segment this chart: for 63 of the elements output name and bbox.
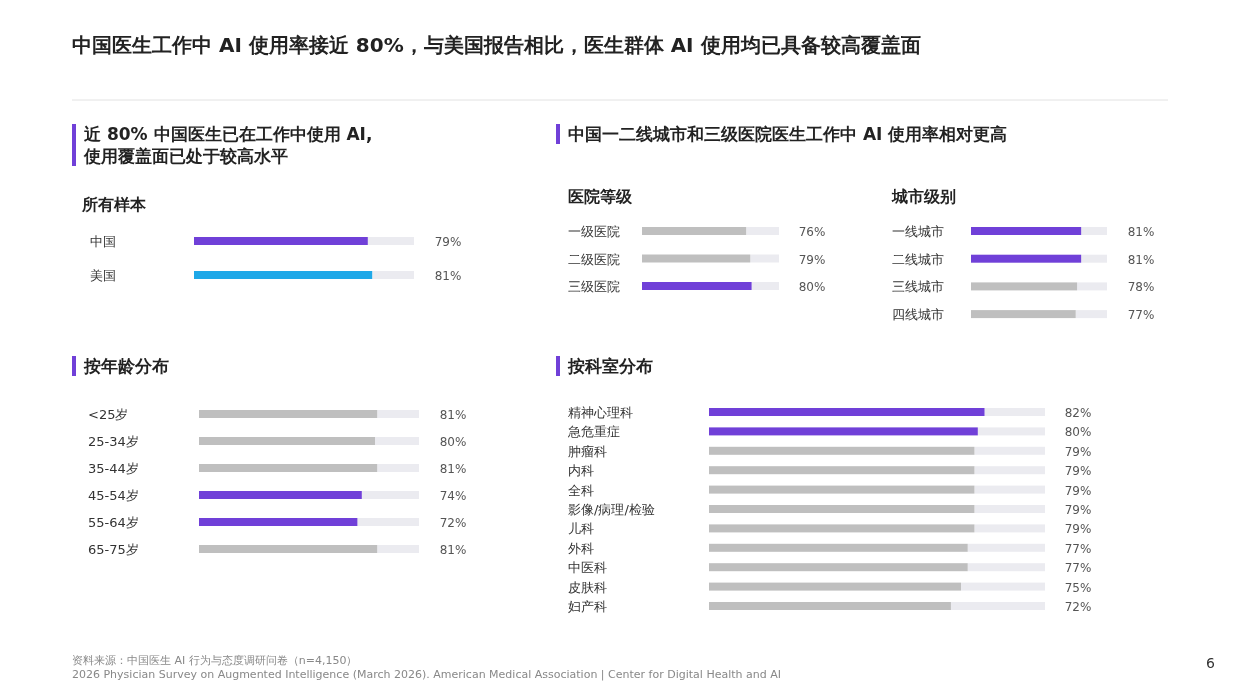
data-label: 77% (1127, 308, 1155, 323)
y-tick-label: 三线城市 (892, 279, 944, 295)
text: 资料来源：中国医生 AI 行为与态度调研问卷（n=4,150） (72, 654, 358, 667)
data-label: 81% (439, 543, 467, 557)
y-tick-label: 皮肤科 (568, 579, 607, 595)
data-label: 78% (1127, 280, 1155, 295)
data-label: 79% (1064, 503, 1092, 517)
data-label: 80% (798, 280, 826, 294)
data-label: 72% (1064, 600, 1092, 614)
y-tick-label: 35-44岁 (88, 461, 139, 476)
text: 中国医生工作中 AI 使用率接近 80%，与美国报告相比，医生群体 AI 使用均已具备较高覆盖面 (72, 33, 921, 57)
text: 6 (1206, 655, 1216, 671)
chart-subtitle: 所有样本 (81, 195, 147, 214)
data-label: 74% (439, 489, 467, 503)
y-tick-label: 儿科 (568, 521, 594, 537)
data-label: 76% (798, 225, 826, 239)
data-label: 79% (1064, 464, 1092, 479)
chart-title: 按年龄分布 (83, 356, 169, 376)
data-label: 81% (439, 408, 467, 422)
y-tick-label: 一级医院 (568, 224, 620, 239)
data-label: 81% (434, 269, 462, 283)
y-tick-label: 55-64岁 (88, 515, 139, 530)
data-label: 77% (1064, 561, 1092, 576)
y-tick-label: 全科 (568, 482, 594, 498)
y-tick-label: 肿瘤科 (568, 443, 607, 459)
data-label: 81% (439, 462, 467, 476)
data-label: 79% (798, 252, 826, 267)
y-tick-label: 中国 (90, 234, 116, 249)
chart-subtitle: 医院等级 (568, 187, 633, 206)
data-label: 81% (1127, 225, 1155, 239)
y-tick-label: 二线城市 (892, 251, 944, 267)
y-tick-label: 妇产科 (568, 599, 607, 614)
data-label: 82% (1064, 406, 1092, 420)
data-label: 75% (1064, 580, 1092, 595)
y-tick-label: 影像/病理/检验 (568, 502, 655, 517)
y-tick-label: <25岁 (88, 407, 129, 422)
y-tick-label: 65-75岁 (88, 542, 139, 557)
y-tick-label: 25-34岁 (88, 434, 139, 449)
data-label: 79% (1064, 444, 1092, 459)
data-label: 81% (1127, 252, 1155, 267)
data-label: 80% (1064, 425, 1092, 440)
y-tick-label: 三级医院 (568, 279, 620, 294)
y-tick-label: 美国 (90, 268, 116, 283)
data-label: 79% (1064, 522, 1092, 537)
y-tick-label: 45-54岁 (88, 488, 139, 503)
chart-title: 按科室分布 (567, 356, 653, 376)
data-label: 79% (1064, 483, 1092, 498)
data-label: 77% (1064, 541, 1092, 556)
y-tick-label: 精神心理科 (568, 405, 633, 420)
text: 2026 Physician Survey on Augmented Intelligence (March 2026). American Medical Association | Center for Digital Health and AI (72, 668, 781, 681)
data-label: 72% (439, 516, 467, 530)
y-tick-label: 外科 (568, 540, 594, 556)
chart-title: 近 80% 中国医生已在工作中使用 AI, 使用覆盖面已处于较高水平 (83, 124, 373, 166)
y-tick-label: 内科 (568, 463, 594, 479)
data-label: 80% (439, 435, 467, 449)
y-tick-label: 一线城市 (892, 224, 944, 239)
y-tick-label: 急危重症 (567, 424, 620, 440)
chart-title: 中国一二线城市和三级医院医生工作中 AI 使用率相对更高 (568, 124, 1008, 144)
y-tick-label: 二级医院 (568, 251, 620, 267)
y-tick-label: 中医科 (568, 560, 607, 576)
y-tick-label: 四线城市 (892, 307, 944, 323)
data-label: 79% (434, 235, 462, 249)
chart-subtitle: 城市级别 (891, 187, 956, 206)
